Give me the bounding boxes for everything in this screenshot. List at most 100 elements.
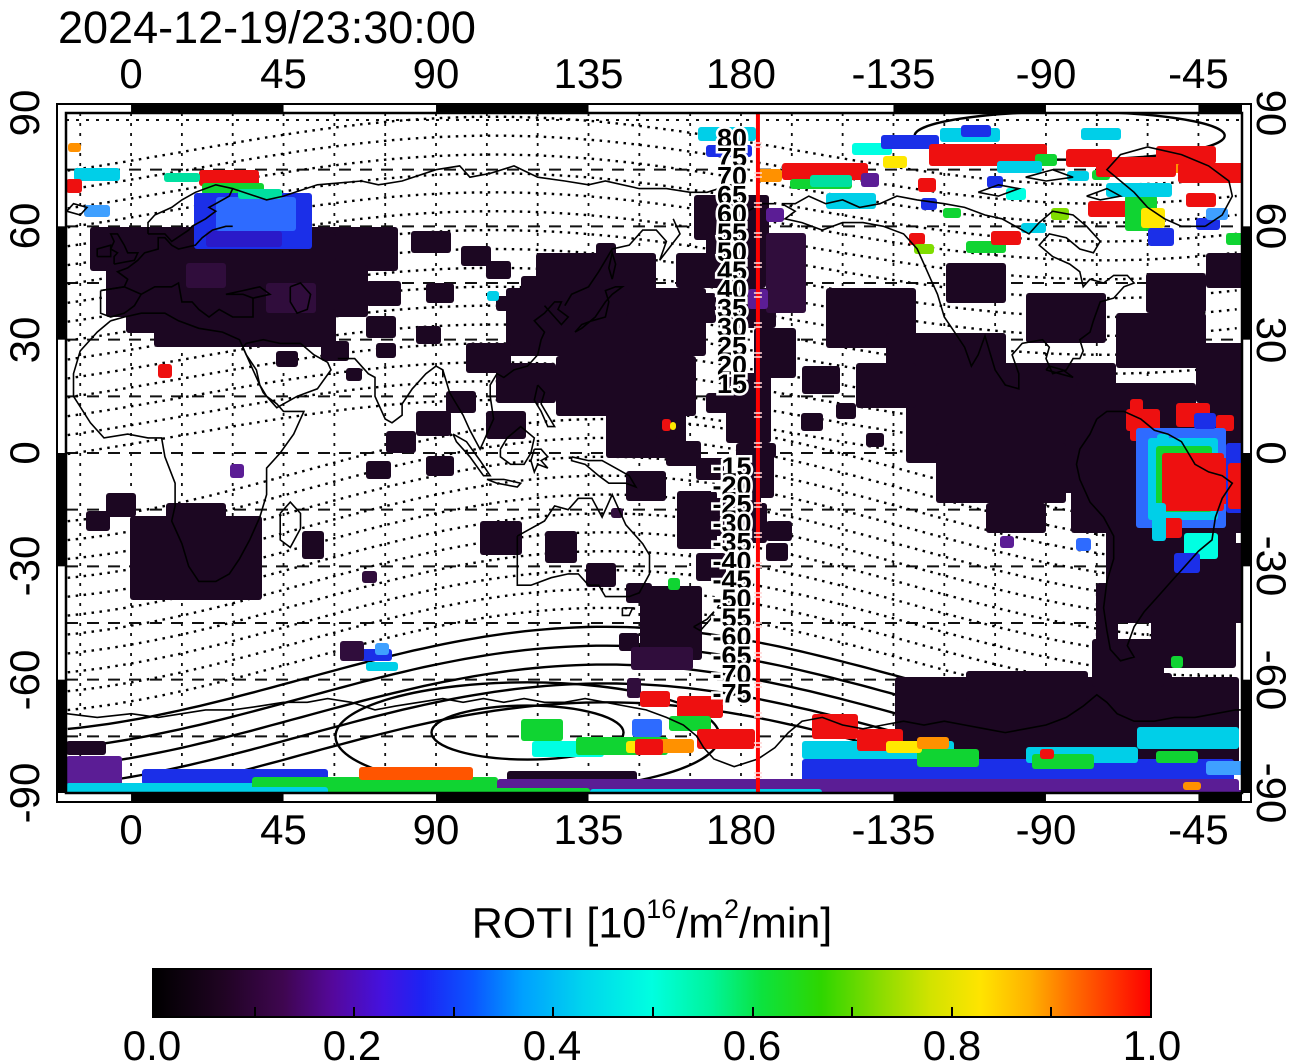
roti-patch [662,419,671,431]
roti-patch [158,364,172,378]
roti-patch [1106,183,1172,197]
roti-patch [812,714,858,739]
roti-patch [918,178,936,192]
frame-band-bottom [131,793,284,802]
colorbar-minor-tick [353,1007,356,1016]
roti-patch [640,691,670,707]
roti-patch [802,759,1234,785]
roti-patch [411,231,451,253]
colorbar-minor-tick [552,1007,555,1016]
roti-patch [206,231,282,247]
roti-patch [1152,503,1166,541]
roti-patch [706,393,731,413]
roti-patch [754,328,796,378]
lon-tick-label: 90 [412,806,460,853]
colorbar-minor-tick [452,1007,455,1016]
roti-patch [1171,656,1183,668]
roti-patch [883,156,907,168]
coastline-kamchatka [564,218,681,307]
roti-patch [416,326,441,344]
lon-tick-label: -45 [1168,806,1229,853]
roti-patch [991,231,1021,245]
roti-patch [619,633,639,651]
roti-patch [302,531,324,559]
colorbar-title-mid: /m [676,899,725,948]
roti-patch [626,471,666,501]
roti-patch [461,246,491,266]
roti-patch [1000,536,1014,548]
contour-label: -75 [712,679,751,709]
roti-patch [486,261,511,279]
frame-band-right [1242,226,1251,340]
roti-patch [366,662,398,671]
roti-patch [676,293,716,323]
contour-label: -35 [712,527,751,557]
roti-patch [362,571,377,583]
coastline-caspian [289,282,312,315]
coastline-scandinavia [147,183,234,243]
roti-patch [1148,228,1174,246]
roti-patch [626,313,686,353]
coastline-indochina [442,301,570,452]
frame-band-bottom [893,793,1046,802]
map-frame [56,103,1252,803]
roti-patch [1096,157,1176,177]
roti-patch [1026,293,1106,343]
roti-patch [866,433,884,447]
lon-tick-label: -90 [1015,806,1077,853]
roti-patch [677,491,717,549]
roti-patch [676,253,716,288]
roti-patch [66,741,106,755]
contour-label: 55 [717,218,747,248]
roti-patch [632,719,662,737]
roti-patch [966,671,1088,701]
roti-patch [1194,413,1216,429]
roti-patch [1228,463,1242,509]
coastline-antarctica [66,693,1242,768]
roti-patch [706,233,766,288]
roti-patch [66,179,82,193]
roti-patch [106,493,136,517]
contour-label: -70 [712,660,751,690]
roti-patch [366,461,391,479]
roti-patch [199,170,259,186]
roti-patch [321,341,349,361]
coastline-madagascar [279,500,302,549]
roti-patch [376,343,396,358]
roti-patch [936,443,1066,503]
coastline-siberia_north [232,165,775,213]
roti-patch [929,144,1047,166]
roti-patch [166,503,226,533]
frame-band-bottom [1198,793,1242,802]
contour-label: 70 [717,161,747,191]
roti-patch [881,135,939,149]
contour-label: -45 [712,565,751,595]
frame-band-left [57,679,66,793]
roti-patch [446,391,476,413]
roti-patch [640,586,702,660]
roti-patch [416,411,451,436]
lon-tick-label: 45 [260,50,307,97]
contour-label: 25 [717,331,747,361]
lon-tick-label: 180 [705,806,777,853]
colorbar-title-pre: ROTI [10 [471,899,647,948]
roti-patch [340,641,364,661]
roti-patch [1076,538,1091,551]
frame-band-bottom [436,793,589,802]
roti-patch [366,316,396,338]
lon-tick-label: 180 [705,50,777,97]
roti-patch [961,125,991,137]
roti-patch [698,127,756,141]
roti-patch [426,456,454,476]
roti-patch [696,553,726,581]
coastline-sulawesi [530,448,550,475]
colorbar-tick-label: 1.0 [1122,1022,1182,1064]
coastline-europe_w [100,225,233,292]
frame-band-top [893,104,1046,113]
roti-patch [654,739,694,753]
roti-patch [216,197,296,231]
frame-band-top [436,104,589,113]
sun-meridian-line [753,113,762,793]
coastline-sumatra [452,433,492,477]
